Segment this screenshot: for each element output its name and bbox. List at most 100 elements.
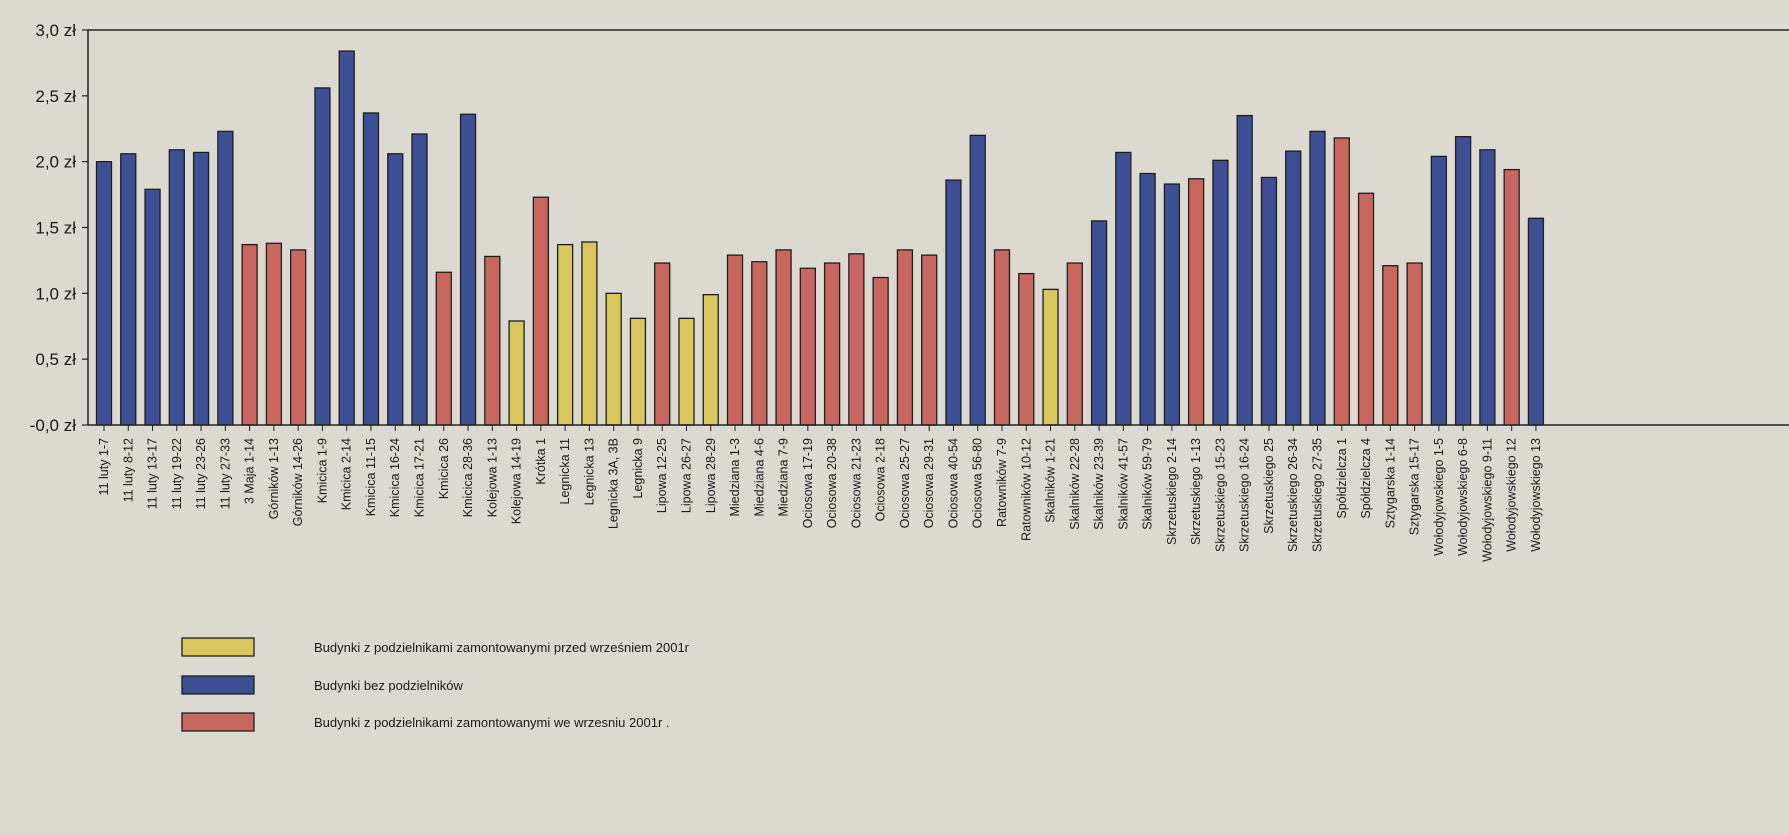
bar [459, 113, 477, 426]
bar [945, 179, 962, 426]
bar [1527, 217, 1545, 426]
x-tick-label: 11 luty 1-7 [97, 438, 111, 495]
bar [1139, 172, 1156, 426]
bar [1357, 192, 1375, 426]
bar [556, 243, 574, 426]
x-tick-label: Ociosowa 56-80 [971, 438, 985, 528]
y-tick-label: 2,5 zł [35, 87, 76, 106]
x-tick-label: Spółdzielcza 1 [1335, 438, 1349, 519]
bar [799, 267, 816, 426]
x-tick-label: Skrzetuskiego 1-13 [1189, 438, 1203, 545]
x-tick-label: Wołodyjowskiego 9-11 [1480, 438, 1494, 562]
x-tick-label: Ociosowa 21-23 [849, 438, 863, 528]
bar [1503, 168, 1520, 426]
x-tick-label: Legnicka 9 [631, 438, 645, 499]
bar [1479, 149, 1496, 426]
x-tick-label: Górników 14-26 [291, 438, 305, 526]
x-tick-label: Skalników 23-39 [1092, 438, 1106, 530]
x-tick-label: Kmicica 1-9 [315, 438, 329, 503]
bar [435, 271, 452, 426]
x-tick-label: Górników 1-13 [267, 438, 281, 519]
x-tick-label: Wołodyjowskiego 6-8 [1456, 438, 1470, 556]
x-tick-label: Kolejowa 14-19 [510, 438, 524, 524]
bar [241, 243, 258, 426]
x-tick-label: Skrzetuskiego 26-34 [1286, 438, 1300, 552]
x-tick-label: Ratowników 10-12 [1019, 438, 1033, 541]
bar [217, 130, 234, 426]
bar [95, 161, 113, 426]
bar [678, 317, 695, 426]
bar [290, 249, 307, 426]
bar [1115, 151, 1132, 426]
axes-layer [82, 29, 1789, 431]
y-tick-label: 1,5 zł [35, 219, 76, 238]
x-tick-label: 11 luty 13-17 [146, 438, 160, 509]
bar [848, 253, 865, 426]
x-tick-label: Ociosowa 40-54 [946, 438, 960, 528]
x-tick-label: 11 luty 8-12 [121, 438, 135, 502]
x-tick-label: Lipowa 12-25 [655, 438, 669, 513]
x-tick-label: Lipowa 28-29 [704, 438, 718, 513]
x-tick-label: Miedziana 1-3 [728, 438, 742, 517]
x-tick-label: Wołodyjowskiego 12 [1505, 438, 1519, 552]
bar [411, 133, 428, 426]
bar [1382, 265, 1399, 426]
x-tick-label: Skalników 22-28 [1068, 438, 1082, 530]
bar [1066, 262, 1083, 426]
x-tick-label: Kmicica 16-24 [388, 438, 402, 517]
bar [1212, 159, 1229, 426]
legend: Budynki z podzielnikami zamontowanymi pr… [181, 637, 690, 732]
bar [872, 276, 889, 426]
bar [1163, 183, 1181, 426]
legend-swatch [181, 637, 255, 657]
legend-label: Budynki bez podzielników [314, 678, 463, 693]
legend-label: Budynki z podzielnikami zamontowanymi we… [314, 715, 670, 730]
bar [1042, 288, 1059, 426]
x-tick-label: Ociosowa 17-19 [801, 438, 815, 528]
x-tick-label: Wołodyjowskiego 1-5 [1432, 438, 1446, 556]
bar [921, 254, 938, 426]
legend-label: Budynki z podzielnikami zamontowanymi pr… [314, 640, 690, 655]
bar [1188, 178, 1205, 426]
x-tick-label: Ociosowa 25-27 [898, 438, 912, 528]
bar [896, 249, 914, 426]
bar [1454, 135, 1472, 426]
x-tick-label: 3 Maja 1-14 [243, 438, 257, 504]
x-tick-labels: 11 luty 1-7 11 luty 8-12 11 luty 13-17 11 l… [97, 438, 1543, 562]
x-tick-label: Ociosowa 29-31 [922, 438, 936, 528]
y-tick-label: 1,0 zł [35, 284, 76, 303]
x-tick-label: Kmicica 28-36 [461, 438, 475, 517]
bar [702, 293, 719, 426]
bar [144, 188, 161, 426]
x-tick-label: Lipowa 26-27 [679, 438, 693, 513]
bar [654, 262, 671, 426]
x-tick-label: 11 luty 27-33 [218, 438, 232, 509]
bar [387, 153, 404, 426]
bar [581, 241, 598, 426]
x-tick-label: Skalników 1-21 [1044, 438, 1058, 523]
x-tick-label: Miedziana 4-6 [752, 438, 766, 517]
legend-swatch [181, 675, 255, 695]
x-tick-label: Ociosowa 20-38 [825, 438, 839, 528]
x-tick-label: Legnicka 3A, 3B [607, 438, 621, 529]
bar [1285, 150, 1302, 426]
bar [969, 134, 986, 426]
x-tick-label: Sztygarska 1-14 [1383, 438, 1397, 528]
y-tick-label: -0,0 zł [30, 416, 77, 435]
x-tick-label: Ociosowa 2-18 [874, 438, 888, 521]
x-tick-label: Kolejowa 1-13 [485, 438, 499, 517]
y-tick-label: 3,0 zł [35, 21, 76, 40]
x-tick-label: Skrzetuskiego 2-14 [1165, 438, 1179, 545]
bar [1018, 272, 1035, 426]
x-tick-label: Krótka 1 [534, 438, 548, 485]
bar [1333, 137, 1350, 426]
bar [726, 254, 744, 426]
bar [168, 149, 185, 426]
x-tick-label: 11 luty 19-22 [170, 438, 184, 509]
bar [1236, 114, 1253, 426]
bar [1260, 176, 1278, 426]
x-tick-label: Skrzetuskiego 25 [1262, 438, 1276, 534]
bar [751, 261, 768, 426]
